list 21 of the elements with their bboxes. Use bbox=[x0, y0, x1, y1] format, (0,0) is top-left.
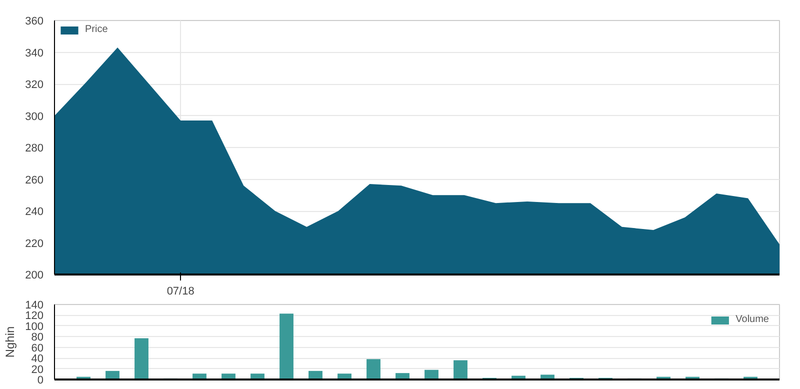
y-axis-title: Nghin bbox=[3, 326, 18, 358]
y-tick-label: 60 bbox=[31, 342, 44, 354]
y-tick-label: 20 bbox=[31, 364, 44, 376]
y-tick-label: 80 bbox=[31, 332, 44, 344]
y-tick-label: 40 bbox=[31, 353, 44, 366]
y-tick-label: 200 bbox=[25, 270, 44, 282]
y-tick-label: 140 bbox=[25, 300, 44, 312]
y-tick-label: 320 bbox=[25, 79, 44, 91]
y-tick-label: 300 bbox=[25, 110, 44, 123]
y-tick-label: 240 bbox=[25, 206, 44, 218]
y-tick-label: 260 bbox=[25, 174, 44, 186]
y-tick-label: 120 bbox=[25, 310, 44, 322]
y-tick-label: 0 bbox=[37, 374, 44, 386]
y-tick-label: 340 bbox=[25, 47, 44, 60]
y-tick-label: 100 bbox=[25, 320, 44, 333]
y-tick-label: 220 bbox=[25, 238, 44, 250]
x-tick-label: 07/18 bbox=[166, 286, 194, 298]
legend-label: Volume bbox=[736, 314, 769, 325]
y-tick-label: 360 bbox=[25, 16, 44, 28]
legend-label: Price bbox=[85, 24, 108, 35]
y-tick-label: 280 bbox=[25, 142, 44, 154]
